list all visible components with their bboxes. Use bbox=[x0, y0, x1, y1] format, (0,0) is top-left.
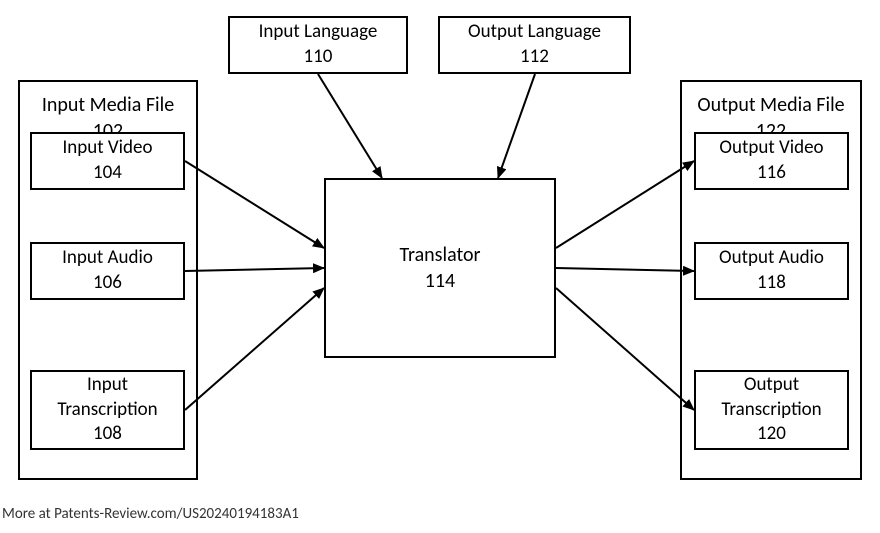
input-video-label: Input Video bbox=[63, 136, 153, 161]
input-media-file-label: Input Media File bbox=[42, 93, 174, 117]
input-transcription-ref: 108 bbox=[93, 422, 122, 445]
footer-label: More at Patents-Review.com/US20240194183… bbox=[2, 505, 299, 523]
edge-arrow bbox=[185, 268, 324, 271]
output-video-node: Output Video 116 bbox=[694, 132, 849, 190]
input-audio-node: Input Audio 106 bbox=[30, 242, 185, 300]
output-transcription-label-1: Output bbox=[744, 373, 799, 396]
edge-arrow bbox=[318, 74, 382, 178]
output-audio-ref: 118 bbox=[757, 271, 786, 296]
output-language-label: Output Language bbox=[468, 20, 601, 45]
output-transcription-label-2: Transcription bbox=[721, 398, 821, 421]
output-audio-node: Output Audio 118 bbox=[694, 242, 849, 300]
input-video-ref: 104 bbox=[93, 161, 122, 186]
input-language-label: Input Language bbox=[259, 20, 378, 45]
translator-node: Translator 114 bbox=[324, 178, 556, 358]
footer-text: More at Patents-Review.com/US20240194183… bbox=[2, 505, 299, 523]
translator-label: Translator bbox=[400, 242, 481, 268]
output-language-node: Output Language 112 bbox=[438, 16, 631, 74]
edge-arrow bbox=[556, 268, 694, 271]
input-video-node: Input Video 104 bbox=[30, 132, 185, 190]
output-media-file-label: Output Media File bbox=[697, 93, 844, 117]
edge-arrow bbox=[185, 161, 324, 248]
input-language-node: Input Language 110 bbox=[228, 16, 408, 74]
input-audio-label: Input Audio bbox=[62, 246, 153, 271]
output-video-ref: 116 bbox=[757, 161, 786, 186]
input-transcription-label-1: Input bbox=[87, 373, 128, 396]
output-audio-label: Output Audio bbox=[719, 246, 824, 271]
input-transcription-node: Input Transcription 108 bbox=[30, 370, 185, 450]
edge-arrow bbox=[185, 288, 324, 410]
edge-arrow bbox=[556, 161, 694, 248]
output-transcription-node: Output Transcription 120 bbox=[694, 370, 849, 450]
output-transcription-ref: 120 bbox=[757, 422, 786, 445]
translator-ref: 114 bbox=[425, 268, 455, 294]
output-language-ref: 112 bbox=[520, 45, 549, 70]
edge-arrow bbox=[498, 74, 535, 178]
input-language-ref: 110 bbox=[304, 45, 333, 70]
input-transcription-label-2: Transcription bbox=[57, 398, 157, 421]
output-video-label: Output Video bbox=[719, 136, 823, 161]
edge-arrow bbox=[556, 288, 694, 410]
input-audio-ref: 106 bbox=[93, 271, 122, 296]
